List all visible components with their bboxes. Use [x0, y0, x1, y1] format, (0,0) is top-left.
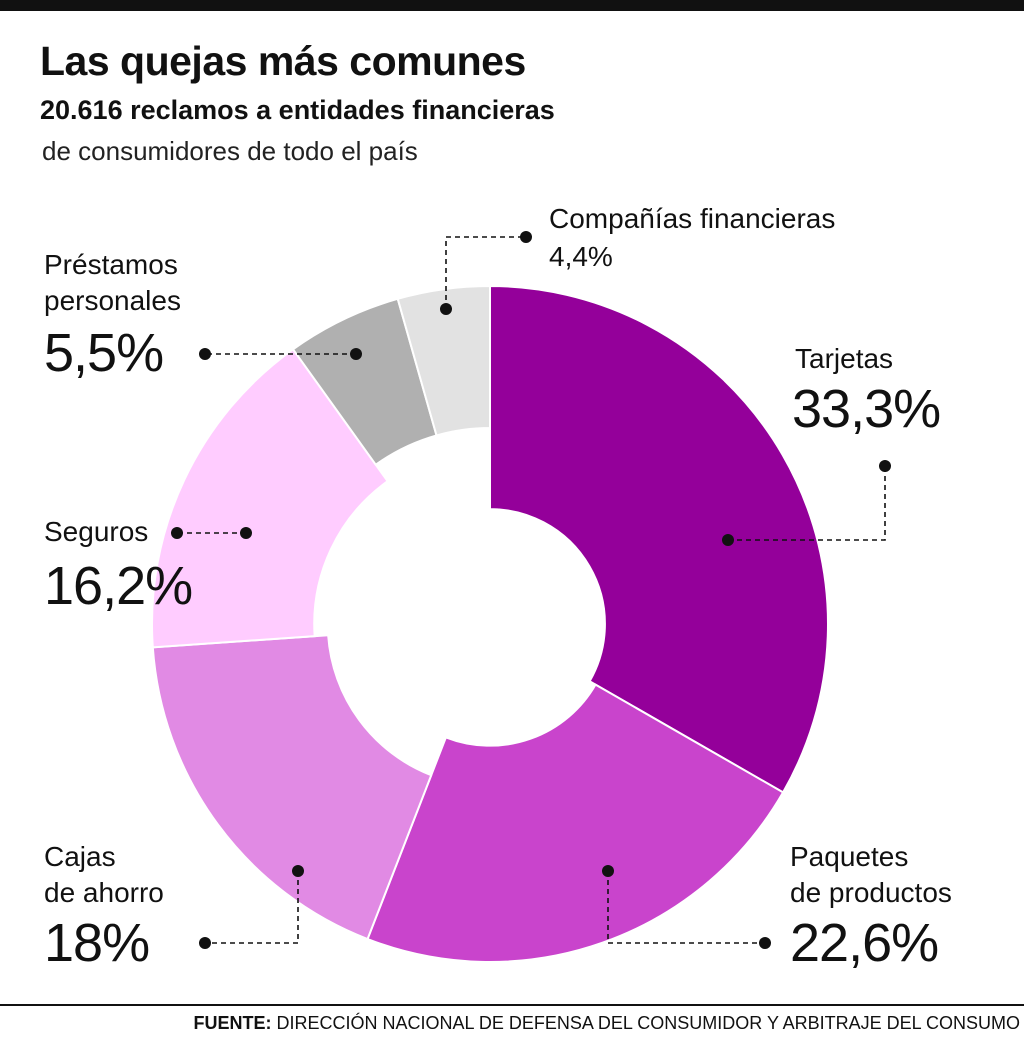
- dot-paquetes-outer: [759, 937, 771, 949]
- slice-tarjetas: [489, 284, 829, 794]
- label-prestamos-value: 5,5%: [44, 323, 164, 383]
- footer-rule: [0, 1004, 1024, 1006]
- label-companias-name: Compañías financieras: [549, 203, 836, 234]
- leader-line-cajas: [205, 871, 299, 944]
- leader-line-paquetes: [607, 871, 765, 944]
- slice-compañías-financieras: [396, 284, 491, 437]
- source-text: DIRECCIÓN NACIONAL DE DEFENSA DEL CONSUM…: [276, 1013, 1020, 1033]
- slice-cajas-de-ahorro: [151, 634, 433, 941]
- label-cajas-name-2: de ahorro: [44, 877, 164, 908]
- leader-dots: [171, 231, 891, 949]
- label-seguros-name: Seguros: [44, 516, 149, 547]
- dot-tarjetas-inner: [722, 534, 734, 546]
- chart-subtitle: 20.616 reclamos a entidades financieras: [40, 95, 555, 125]
- dot-cajas-outer: [199, 937, 211, 949]
- leader-lines: [177, 236, 886, 944]
- label-paquetes-name-1: Paquetes: [790, 841, 909, 872]
- label-paquetes-value: 22,6%: [790, 913, 939, 973]
- source-label: FUENTE:: [193, 1013, 272, 1033]
- donut-slices: [151, 284, 829, 963]
- dot-prestamos-outer: [199, 348, 211, 360]
- label-prestamos-name-2: personales: [44, 285, 181, 316]
- label-seguros-value: 16,2%: [44, 556, 193, 616]
- leader-line-tarjetas: [728, 466, 886, 541]
- slice-seguros: [151, 347, 389, 649]
- label-cajas-name-1: Cajas: [44, 841, 116, 872]
- label-paquetes-name-2: de productos: [790, 877, 952, 908]
- label-tarjetas-name: Tarjetas: [795, 343, 894, 374]
- dot-paquetes-inner: [602, 865, 614, 877]
- chart-subtitle-secondary: de consumidores de todo el país: [42, 136, 418, 166]
- leader-line-companias: [445, 236, 526, 309]
- top-bar: [0, 0, 1024, 11]
- dot-prestamos-inner: [350, 348, 362, 360]
- dot-cajas-inner: [292, 865, 304, 877]
- source-note: FUENTE: DIRECCIÓN NACIONAL DE DEFENSA DE…: [194, 1013, 1020, 1034]
- slice-paquetes-de-productos: [366, 683, 785, 963]
- dot-tarjetas-outer: [879, 460, 891, 472]
- label-companias-value: 4,4%: [549, 241, 613, 272]
- dot-companias-inner: [440, 303, 452, 315]
- label-tarjetas-value: 33,3%: [792, 379, 941, 439]
- dot-seguros-inner: [240, 527, 252, 539]
- dot-seguros-outer: [171, 527, 183, 539]
- label-cajas-value: 18%: [44, 913, 150, 973]
- dot-companias-outer: [520, 231, 532, 243]
- label-prestamos-name-1: Préstamos: [44, 249, 178, 280]
- chart-title: Las quejas más comunes: [40, 38, 526, 84]
